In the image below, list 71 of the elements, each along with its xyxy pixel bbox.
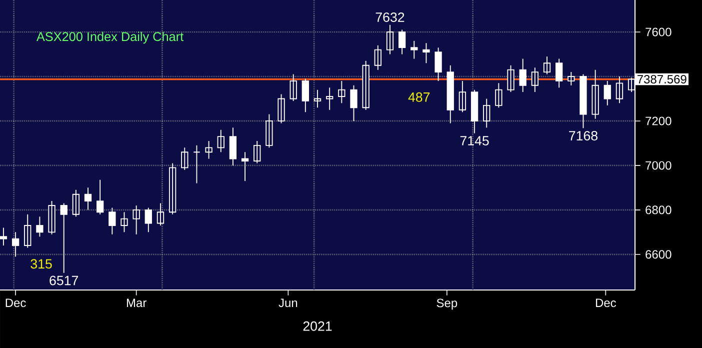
candlestick [120,212,128,233]
candlestick [254,140,261,164]
ref-line-label: 7387.569 [637,75,686,84]
annotation: 6517 [50,276,78,286]
candlestick [144,207,152,233]
candlestick [446,64,454,124]
annotation: 7145 [460,136,489,146]
candlestick [168,162,176,215]
candlestick [108,207,116,235]
annotation: 7632 [376,12,404,22]
candlestick [507,64,514,93]
y-tick-label: 7200 [646,116,672,126]
candlestick [156,202,164,226]
candlestick [205,140,212,160]
candlestick [338,80,346,104]
candlestick [483,98,490,128]
candlestick [193,144,200,184]
x-tick-label: Jun [278,298,298,308]
candlestick [302,78,310,113]
candlestick [290,74,297,102]
annotation: 315 [30,259,52,269]
candlestick [0,227,8,246]
candlestick [434,47,442,82]
candlestick [568,72,575,86]
text: ASX200 Index Daily Chart [36,32,184,44]
candlestick [398,29,406,55]
candlestick [519,58,526,93]
annotation: 487 [408,92,430,102]
candlestick [531,67,538,93]
candlestick [217,129,224,153]
x-tick-label: Dec [596,298,616,308]
y-tick-label: 7600 [646,28,672,36]
x-axis-title: 2021 [303,321,332,331]
x-tick-label: Sep [436,298,458,310]
candlestick [84,187,92,210]
annotation: 7168 [569,131,598,140]
candlestick [374,44,382,70]
candlestick [72,189,80,218]
candlestick [604,80,611,106]
candlestick [350,84,358,122]
candlestick [12,232,20,258]
candlestick [36,216,44,238]
y-tick-label: 7000 [646,161,672,170]
y-tick-label: 6600 [646,250,672,259]
candlestick [592,69,599,120]
candlestick [495,82,502,108]
candlestick [362,60,370,110]
candlestick [470,89,478,134]
y-tick-label: 6800 [646,206,672,214]
candlestick [422,42,430,64]
candlestick [96,179,104,215]
candlestick [278,94,285,124]
candlestick [326,87,334,110]
candlestick [266,114,273,148]
candlestick [24,214,32,248]
candlestick [580,74,587,129]
candlestick [458,80,466,113]
x-tick-label: Mar [126,298,146,308]
candlestick [229,127,237,166]
candlestick [241,152,249,182]
candlestick [60,202,68,274]
candlestick [543,56,551,75]
candlestick [314,89,322,108]
candlestick [556,58,563,88]
candlestick [132,205,140,235]
candlestick [181,147,188,170]
candlestick [410,40,418,60]
candlestick [616,76,624,104]
candlestick [386,24,394,55]
x-tick-label: Dec [6,298,26,308]
candlestick [48,200,56,235]
